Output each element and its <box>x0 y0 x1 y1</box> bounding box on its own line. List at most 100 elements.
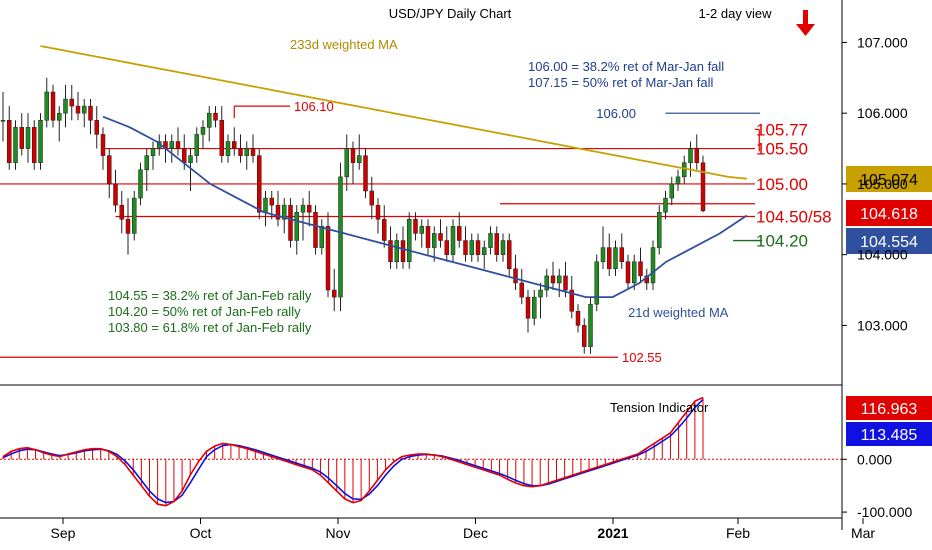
candle-up <box>225 141 231 156</box>
candle-down <box>700 162 706 212</box>
x-tick-label: Sep <box>51 525 76 541</box>
ma21-label: 21d weighted MA <box>628 305 729 320</box>
candle-down <box>75 105 81 114</box>
candle-down <box>569 289 574 312</box>
candle-down <box>457 226 462 241</box>
candle-down <box>369 190 374 206</box>
candle-up <box>469 240 474 255</box>
osc-price-tag <box>846 396 932 420</box>
candle-down <box>32 127 37 163</box>
candle-down <box>100 134 106 156</box>
candle-up <box>688 148 693 163</box>
candle-down <box>694 148 699 163</box>
candle-up <box>244 148 249 156</box>
candle-down <box>88 105 93 121</box>
green-note-1: 104.55 = 38.2% ret of Jan-Feb rally <box>108 288 312 303</box>
candle-up <box>144 155 149 171</box>
candle-up <box>419 226 424 234</box>
candle-up <box>407 219 412 262</box>
green-note-2: 104.20 = 50% ret of Jan-Feb rally <box>108 304 301 319</box>
candle-down <box>619 247 624 262</box>
ma21-line <box>102 115 748 299</box>
candle-down <box>107 155 112 185</box>
candle-down <box>250 148 256 156</box>
down-arrow-icon <box>796 10 815 36</box>
osc-price-tag <box>846 422 932 446</box>
x-tick-label: Mar <box>851 525 875 541</box>
x-tick-label: Oct <box>190 525 212 541</box>
y-tick-label: 103.000 <box>857 317 908 333</box>
level-label: 105.00 <box>756 175 808 194</box>
oscillator-panel: 116.963 113.485 <box>0 396 932 507</box>
price-tag-label: 104.618 <box>860 206 918 223</box>
osc-slow-line <box>2 398 704 504</box>
price-tag-label: 104.554 <box>860 234 918 251</box>
candle-up <box>319 226 324 248</box>
candle-down <box>182 148 187 163</box>
axes: 107.000 106.000 105.000 104.000 103.000 0.000… <box>0 0 912 541</box>
candle-down <box>519 282 524 298</box>
candle-down <box>313 211 318 248</box>
candle-down <box>232 141 237 149</box>
candle-up <box>532 296 537 319</box>
candle-down <box>400 240 406 262</box>
candle-down <box>332 289 337 298</box>
candle-up <box>169 141 174 149</box>
level-label: 105.77 <box>756 120 808 139</box>
price-tag <box>846 228 932 254</box>
y-tick-label: 106.000 <box>857 105 908 121</box>
candle-down <box>69 98 74 107</box>
blue-note-2: 107.15 = 50% ret of Mar-Jan fall <box>528 75 713 90</box>
osc-y-tick-label: -100.000 <box>857 504 912 520</box>
candle-up <box>38 120 43 163</box>
candle-up <box>344 148 349 178</box>
candle-up <box>450 226 456 255</box>
y-tick-label: 107.000 <box>857 34 908 50</box>
candle-down <box>425 226 431 248</box>
green-note-3: 103.80 = 61.8% ret of Jan-Feb rally <box>108 320 312 335</box>
candle-up <box>0 120 6 122</box>
candle-down <box>563 275 568 291</box>
candle-down <box>219 120 224 156</box>
candle-down <box>607 247 612 270</box>
candle-down <box>238 148 243 156</box>
level-label: 105.50 <box>756 140 808 159</box>
candle-down <box>325 226 331 291</box>
candle-up <box>432 233 437 248</box>
price-tag <box>846 166 932 192</box>
candle-down <box>382 219 387 241</box>
x-tick-label: 2021 <box>597 525 628 541</box>
candle-up <box>394 240 399 262</box>
candle-up <box>500 240 506 255</box>
candle-down <box>638 261 643 277</box>
candle-up <box>594 261 599 305</box>
candle-up <box>338 176 343 298</box>
level-label: 106.00 <box>596 106 636 121</box>
candle-up <box>675 176 681 185</box>
candle-up <box>632 261 637 284</box>
candle-up <box>650 247 656 284</box>
candle-down <box>307 204 312 213</box>
x-tick-label: Nov <box>326 525 351 541</box>
level-label: 104.50/58 <box>756 207 832 226</box>
y-tick-label: 104.000 <box>857 247 908 263</box>
candle-up <box>357 155 362 163</box>
chart-title: USD/JPY Daily Chart <box>389 6 512 21</box>
candle-up <box>588 303 593 347</box>
candle-up <box>44 91 49 121</box>
candle-down <box>275 204 281 220</box>
candle-up <box>663 197 668 213</box>
price-tag-label: 105.074 <box>860 172 918 189</box>
candle-up <box>600 247 606 262</box>
candle-up <box>669 183 674 199</box>
candle-down <box>575 311 581 326</box>
candle-down <box>119 204 124 220</box>
candle-down <box>94 120 99 135</box>
candle-up <box>194 134 199 156</box>
candle-down <box>582 325 587 347</box>
candle-up <box>132 197 137 234</box>
candle-down <box>288 204 293 241</box>
candle-up <box>544 275 549 291</box>
candle-down <box>444 240 449 255</box>
